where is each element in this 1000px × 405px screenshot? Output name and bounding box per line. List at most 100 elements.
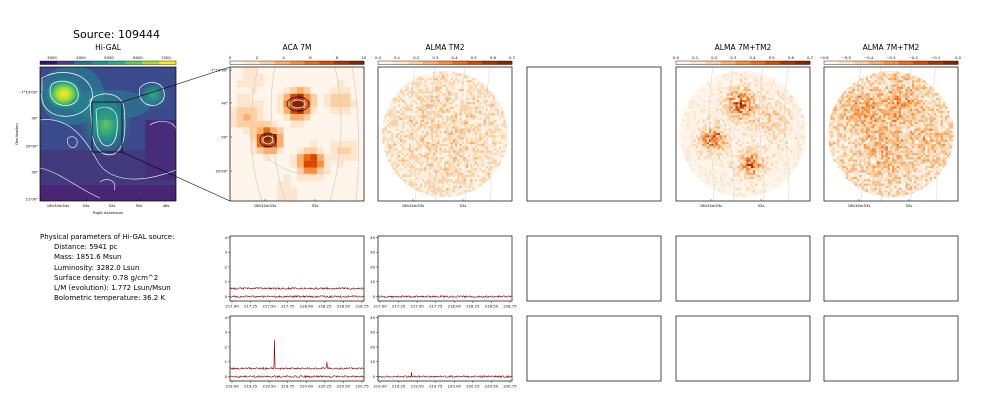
colorbar-segment [142,61,160,65]
map-pixel [839,159,842,162]
map-pixel [735,174,738,177]
map-pixel [687,126,690,129]
map-pixel [761,117,764,120]
map-pixel [852,115,855,118]
map-pixel [441,80,444,83]
map-pixel [839,117,842,120]
map-pixel [397,117,400,120]
map-pixel [735,166,738,169]
map-pixel [850,93,853,96]
map-pixel [448,139,451,142]
map-pixel [733,146,736,149]
map-pixel [879,91,882,94]
map-pixel [474,115,477,118]
map-pixel [461,128,464,131]
map-pixel [735,113,738,116]
map-pixel [757,124,760,127]
map-pixel [391,133,394,136]
map-pixel [463,122,466,125]
map-pixel [455,170,458,173]
map-pixel [715,115,718,118]
map-pixel [386,108,389,111]
map-pixel [483,119,486,122]
map-pixel [474,126,477,129]
map-pixel [715,135,718,138]
map-pixel [391,124,394,127]
map-pixel [474,157,477,160]
map-pixel [850,100,853,103]
map-pixel [457,106,460,109]
map-pixel [433,104,436,107]
map-pixel [435,124,438,127]
map-pixel [874,91,877,94]
aca7m-title: ACA 7M [283,43,312,52]
map-pixel [702,104,705,107]
map-pixel [737,104,740,107]
map-pixel [466,166,469,169]
map-pixel [437,89,440,92]
map-pixel [687,148,690,151]
map-pixel [474,159,477,162]
map-pixel [883,82,886,85]
map-pixel [424,113,427,116]
map-pixel [422,108,425,111]
map-pixel [764,130,767,133]
map-pixel [505,122,508,125]
aca7m-pixel [330,147,338,155]
map-pixel [735,161,738,164]
map-pixel [702,126,705,129]
map-pixel [457,113,460,116]
map-pixel [415,95,418,98]
map-pixel [393,122,396,125]
map-pixel [477,166,480,169]
map-pixel [726,111,729,114]
map-pixel [731,91,734,94]
map-pixel [735,115,738,118]
map-pixel [879,104,882,107]
map-pixel [739,97,742,100]
map-pixel [799,108,802,111]
colorbar-segment [824,61,840,65]
map-pixel [797,152,800,155]
map-pixel [466,185,469,188]
map-pixel [852,100,855,103]
almatm2-colorbar-ticks: 0.0 0.1 0.2 0.3 0.4 0.5 0.6 0.7 [375,55,516,60]
map-pixel [759,177,762,180]
map-pixel [468,86,471,89]
map-pixel [881,97,884,100]
map-pixel [872,133,875,136]
map-pixel [748,185,751,188]
map-pixel [406,115,409,118]
map-pixel [435,188,438,191]
map-pixel [744,157,747,160]
map-pixel [452,106,455,109]
map-pixel [499,152,502,155]
map-pixel [722,89,725,92]
map-pixel [772,139,775,142]
map-pixel [479,137,482,140]
map-pixel [876,192,879,195]
map-pixel [799,146,802,149]
map-pixel [492,119,495,122]
map-pixel [470,179,473,182]
map-pixel [720,97,723,100]
map-pixel [459,148,462,151]
map-pixel [876,172,879,175]
map-pixel [777,104,780,107]
map-pixel [733,133,736,136]
map-pixel [881,146,884,149]
map-pixel [450,179,453,182]
map-pixel [872,97,875,100]
map-pixel [728,146,731,149]
map-pixel [470,113,473,116]
map-pixel [408,115,411,118]
map-pixel [748,119,751,122]
map-pixel [448,168,451,171]
map-pixel [483,148,486,151]
map-pixel [764,146,767,149]
map-pixel [744,82,747,85]
map-pixel [704,148,707,151]
map-pixel [846,117,849,120]
map-pixel [426,152,429,155]
map-pixel [870,124,873,127]
